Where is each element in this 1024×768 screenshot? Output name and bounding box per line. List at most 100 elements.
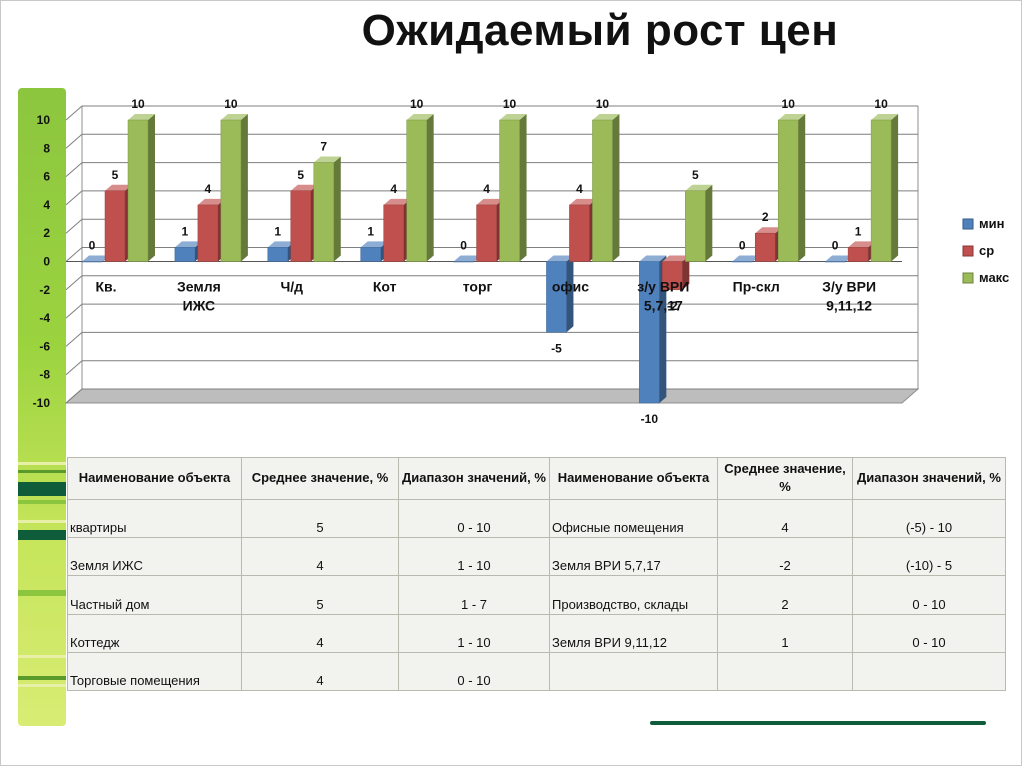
bar-top	[732, 255, 760, 262]
table-cell: Частный дом	[67, 575, 242, 615]
x-tick-label-line: ИЖС	[183, 298, 215, 314]
bar-top	[267, 241, 295, 248]
bar-top	[360, 241, 388, 248]
x-tick-label-line: Ч/д	[280, 279, 303, 295]
x-tick-label-line: з/у ВРИ	[637, 279, 689, 295]
table-cell: 0 - 10	[852, 575, 1006, 615]
x-tick-label-line: торг	[463, 279, 493, 295]
bar	[731, 261, 753, 263]
table-header: Диапазон значений, %	[852, 457, 1006, 500]
data-label: 0	[739, 239, 746, 253]
x-tick-label: Кот	[373, 279, 397, 295]
bar-top	[197, 198, 225, 205]
bar	[290, 190, 312, 262]
data-label: 10	[874, 97, 888, 111]
x-tick-label: Кв.	[95, 279, 116, 295]
bar	[220, 119, 242, 262]
gridline	[65, 247, 918, 262]
y-tick-label: 10	[37, 113, 51, 127]
y-tick-label: -6	[39, 339, 50, 353]
x-tick-label-line: офис	[552, 279, 589, 295]
table-cell: Земля ВРИ 9,11,12	[549, 613, 718, 653]
side-band-stripe	[18, 530, 66, 540]
data-label: 4	[205, 182, 212, 196]
bar-top	[546, 255, 574, 262]
side-band-stripe	[18, 520, 66, 523]
legend-label: ср	[979, 243, 994, 258]
bar	[569, 204, 590, 262]
table-cell: Торговые помещения	[67, 651, 242, 692]
data-label: 7	[320, 139, 327, 153]
table-cell: (-5) - 10	[852, 498, 1006, 539]
bar	[870, 119, 892, 262]
y-tick-label: 2	[43, 226, 50, 240]
table-cell	[549, 651, 718, 692]
bar	[476, 204, 497, 262]
decorative-side-band	[18, 88, 66, 726]
data-label: 10	[131, 97, 145, 111]
y-tick-label: -10	[33, 396, 51, 410]
table-header: Наименование объекта	[67, 457, 242, 500]
x-tick-label-line: Земля	[177, 279, 221, 295]
bar-side	[682, 255, 690, 290]
data-label: 1	[855, 224, 862, 238]
table-cell: -2	[717, 537, 853, 577]
data-label: 2	[762, 210, 769, 224]
y-tick-label: -2	[39, 283, 50, 297]
bar-side	[148, 114, 155, 262]
table-cell: Земля ИЖС	[67, 537, 242, 577]
data-label: 0	[89, 239, 96, 253]
data-label: -10	[641, 412, 659, 426]
bar-side	[333, 156, 341, 262]
table-cell	[852, 651, 1006, 692]
side-band-stripe	[18, 470, 66, 473]
table-cell: квартиры	[67, 498, 242, 539]
data-label: 5	[692, 168, 699, 182]
side-band-stripe	[18, 500, 66, 504]
bar-top	[290, 184, 318, 191]
bar	[592, 119, 613, 262]
bar	[453, 261, 474, 263]
x-tick-label: Пр-скл	[733, 279, 780, 295]
data-label: 4	[390, 182, 397, 196]
bar	[824, 261, 846, 263]
table-header: Диапазон значений, %	[398, 457, 550, 500]
bar-side	[519, 114, 527, 262]
bar	[383, 204, 404, 262]
data-label: 1	[182, 224, 189, 238]
bar-top	[592, 114, 620, 120]
bar-side	[659, 255, 667, 403]
table-cell: Производство, склады	[549, 575, 718, 615]
bar	[754, 232, 776, 262]
bar	[267, 247, 289, 262]
x-tick-label-line: 9,11,12	[826, 298, 872, 314]
table-cell: Коттедж	[67, 613, 242, 653]
bar-top	[639, 255, 667, 262]
bar-top	[82, 255, 109, 262]
table-cell: 5	[241, 498, 399, 539]
bar	[127, 119, 149, 262]
y-tick-label: 0	[43, 255, 50, 269]
side-band-stripe	[18, 676, 66, 680]
side-band-stripe	[18, 482, 66, 496]
data-label: 1	[367, 224, 374, 238]
side-band-stripe	[18, 590, 66, 596]
data-label: 5	[112, 168, 119, 182]
table-cell	[717, 651, 853, 692]
table-cell: 0 - 10	[398, 498, 550, 539]
x-tick-label-line: 5,7,17	[644, 298, 683, 314]
table-cell: 4	[241, 651, 399, 692]
gridline	[65, 105, 918, 121]
data-table: Наименование объекта Среднее значение, %…	[67, 457, 1006, 692]
bar-side	[612, 114, 620, 262]
legend-swatch	[962, 218, 974, 230]
table-cell: 0 - 10	[852, 613, 1006, 653]
table-cell: 4	[241, 613, 399, 653]
x-tick-label: офис	[552, 279, 589, 295]
table-cell: 1 - 10	[398, 537, 550, 577]
table-cell: Земля ВРИ 5,7,17	[549, 537, 718, 577]
table-cell: 5	[241, 575, 399, 615]
bar	[104, 190, 126, 262]
y-tick-label: -4	[39, 311, 50, 325]
data-label: 0	[460, 239, 467, 253]
